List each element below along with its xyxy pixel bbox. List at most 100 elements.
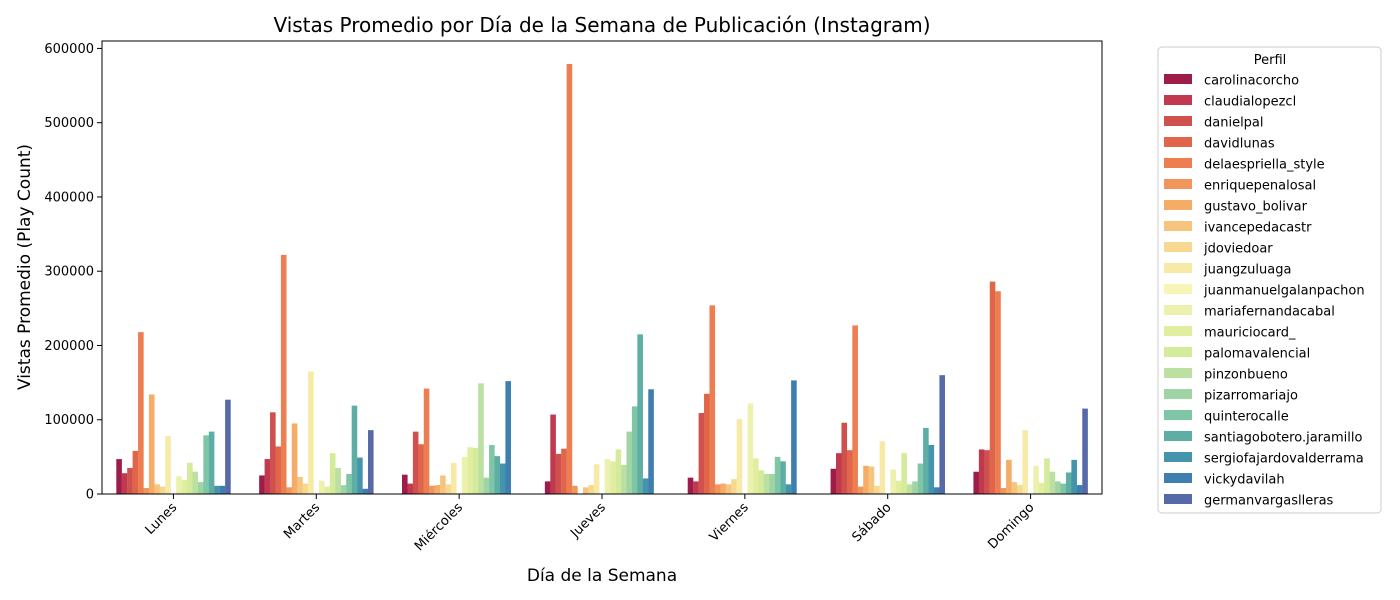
bar-mariafernandacabal-5 [890,469,897,494]
y-tick-label: 500000 [44,116,94,131]
bar-mariafernandacabal-2 [461,456,468,494]
bar-enriquepenalosal-2 [429,485,435,494]
legend-swatch [1164,200,1192,210]
bar-palomavalencial-0 [187,462,193,494]
bar-pizarromariajo-2 [483,477,490,494]
bar-ivancepedacastr-3 [582,487,589,494]
legend-swatch [1164,326,1192,336]
bar-mauriciocard--6 [1038,482,1045,494]
legend-swatch [1164,410,1192,420]
legend-swatch [1164,116,1192,126]
bar-pinzonbueno-1 [335,468,341,494]
bar-pinzonbueno-3 [621,465,627,494]
bar-palomavalencial-4 [758,470,765,494]
legend-swatch [1164,137,1192,147]
bar-claudialopezcl-3 [550,414,556,494]
bar-davidlunas-6 [989,281,996,494]
bar-danielpal-5 [841,422,848,494]
legend-swatch [1164,242,1192,252]
bar-juangzuluaga-3 [593,464,600,494]
bar-delaespriella-style-1 [280,254,287,494]
bar-enriquepenalosal-6 [1000,488,1007,494]
legend-swatch [1164,473,1192,483]
legend-label: sergiofajardovalderrama [1204,452,1364,467]
bar-carolinacorcho-1 [259,475,265,494]
bar-ivancepedacastr-4 [725,484,732,494]
bar-enriquepenalosal-1 [286,487,292,494]
bar-ivancepedacastr-5 [868,466,875,494]
bar-delaespriella-style-6 [995,291,1001,494]
legend-label: enriquepenalosal [1204,179,1316,194]
bar-palomavalencial-1 [329,453,336,494]
legend-label: pizarromariajo [1204,389,1298,404]
legend-label: juangzuluaga [1203,263,1291,278]
bar-sergiofajardovalderrama-1 [357,457,363,494]
x-axis-label: Día de la Semana [527,566,677,586]
bar-jdoviedoar-3 [588,485,594,494]
bar-carolinacorcho-4 [687,477,694,494]
bar-pizarromariajo-1 [340,485,347,494]
bar-pizarromariajo-3 [626,431,633,494]
bar-ivancepedacastr-2 [440,475,446,494]
legend-frame [1157,46,1382,514]
legend-swatch [1164,305,1192,315]
bar-danielpal-3 [555,453,562,494]
bar-davidlunas-3 [561,448,567,494]
bar-quinterocalle-6 [1060,483,1067,494]
bar-sergiofajardovalderrama-3 [642,478,649,494]
bar-jdoviedoar-5 [874,485,880,494]
bar-gustavo-bolivar-0 [148,394,155,494]
y-tick-label: 100000 [44,413,94,428]
bar-claudialopezcl-1 [264,459,271,494]
legend-swatch [1164,263,1192,273]
bar-ivancepedacastr-6 [1011,482,1018,494]
legend-label: germanvargaslleras [1204,494,1334,509]
bar-mariafernandacabal-4 [747,403,754,494]
bar-quinterocalle-4 [774,456,781,494]
bar-enriquepenalosal-5 [857,486,864,494]
legend-swatch [1164,179,1192,189]
bar-jdoviedoar-4 [731,479,737,494]
bar-pinzonbueno-4 [763,473,770,494]
bar-gustavo-bolivar-5 [863,465,869,494]
bar-pinzonbueno-0 [192,471,199,494]
bar-sergiofajardovalderrama-0 [214,485,220,494]
bar-mariafernandacabal-3 [604,459,611,494]
bar-mauriciocard--2 [467,447,473,494]
bar-enriquepenalosal-3 [572,485,578,494]
y-tick-label: 300000 [44,265,94,280]
legend-label: davidlunas [1204,137,1275,152]
legend-label: quinterocalle [1204,410,1289,425]
bar-germanvargaslleras-5 [939,375,945,494]
bar-vickydavilah-3 [648,389,654,494]
legend-label: danielpal [1204,116,1264,131]
bar-mariafernandacabal-1 [319,480,325,494]
bar-santiagobotero-jaramillo-0 [208,431,215,494]
legend-label: santiagobotero.jaramillo [1204,431,1362,446]
bar-mauriciocard--3 [610,461,616,494]
y-axis-label: Vistas Promedio (Play Count) [15,144,35,390]
plot-frame [101,40,1103,495]
bar-mariafernandacabal-0 [176,476,182,494]
bar-pizarromariajo-5 [912,481,918,494]
bar-delaespriella-style-3 [566,64,573,495]
bar-palomavalencial-2 [472,447,479,494]
bar-juangzuluaga-6 [1022,430,1028,494]
bar-santiagobotero-jaramillo-5 [923,427,929,494]
chart-title: Vistas Promedio por Día de la Semana de … [273,13,930,37]
legend-label: vickydavilah [1204,473,1285,488]
bar-carolinacorcho-2 [402,474,408,494]
bar-pizarromariajo-4 [769,473,775,494]
bar-davidlunas-4 [704,393,710,494]
bar-carolinacorcho-3 [544,481,551,494]
x-tick-label: Lunes [143,500,181,538]
x-tick-label: Jueves [567,500,609,542]
y-tick-label: 400000 [44,190,94,205]
bar-sergiofajardovalderrama-4 [785,484,792,494]
bar-jdoviedoar-2 [445,484,452,494]
bar-quinterocalle-3 [631,406,638,494]
bar-palomavalencial-3 [615,449,622,494]
bar-palomavalencial-5 [901,453,907,494]
bar-enriquepenalosal-0 [143,488,150,494]
bar-danielpal-6 [984,450,990,494]
